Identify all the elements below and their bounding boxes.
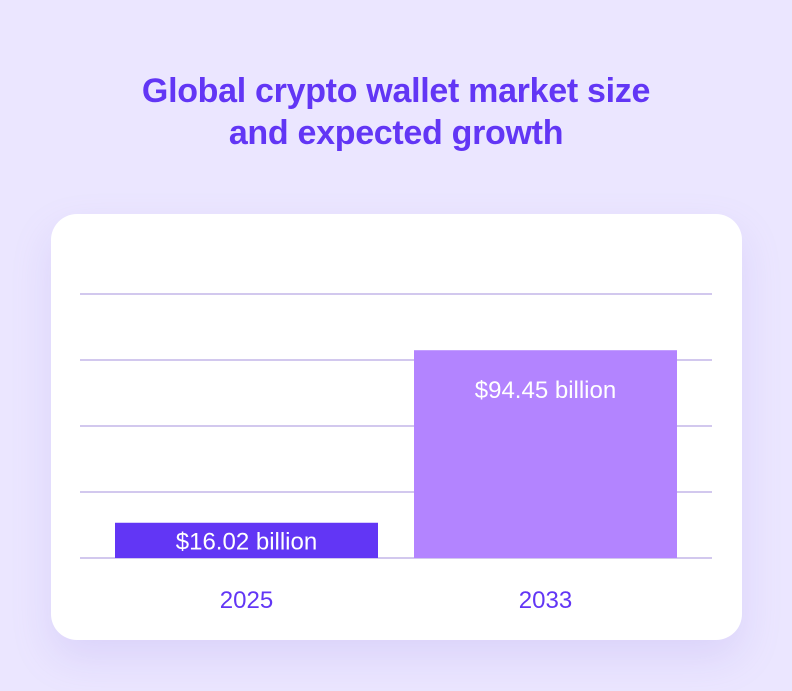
bars — [115, 350, 677, 558]
value-label-2033: $94.45 billion — [475, 377, 616, 404]
bar-2025 — [115, 522, 378, 558]
value-labels: $16.02 billion $94.45 billion — [176, 377, 616, 555]
category-label-2025: 2025 — [220, 587, 273, 614]
bar-chart: $16.02 billion $94.45 billion 2025 2033 — [80, 293, 712, 614]
chart-card: $16.02 billion $94.45 billion 2025 2033 — [51, 214, 742, 640]
category-labels: 2025 2033 — [220, 587, 572, 614]
value-label-2025: $16.02 billion — [176, 528, 317, 555]
bar-2033 — [414, 350, 677, 558]
chart-title-line-2: and expected growth — [228, 114, 564, 152]
chart-title-line-1: Global crypto wallet market size — [141, 72, 651, 110]
category-label-2033: 2033 — [519, 587, 572, 614]
chart-title: Global crypto wallet market size and exp… — [0, 70, 792, 154]
